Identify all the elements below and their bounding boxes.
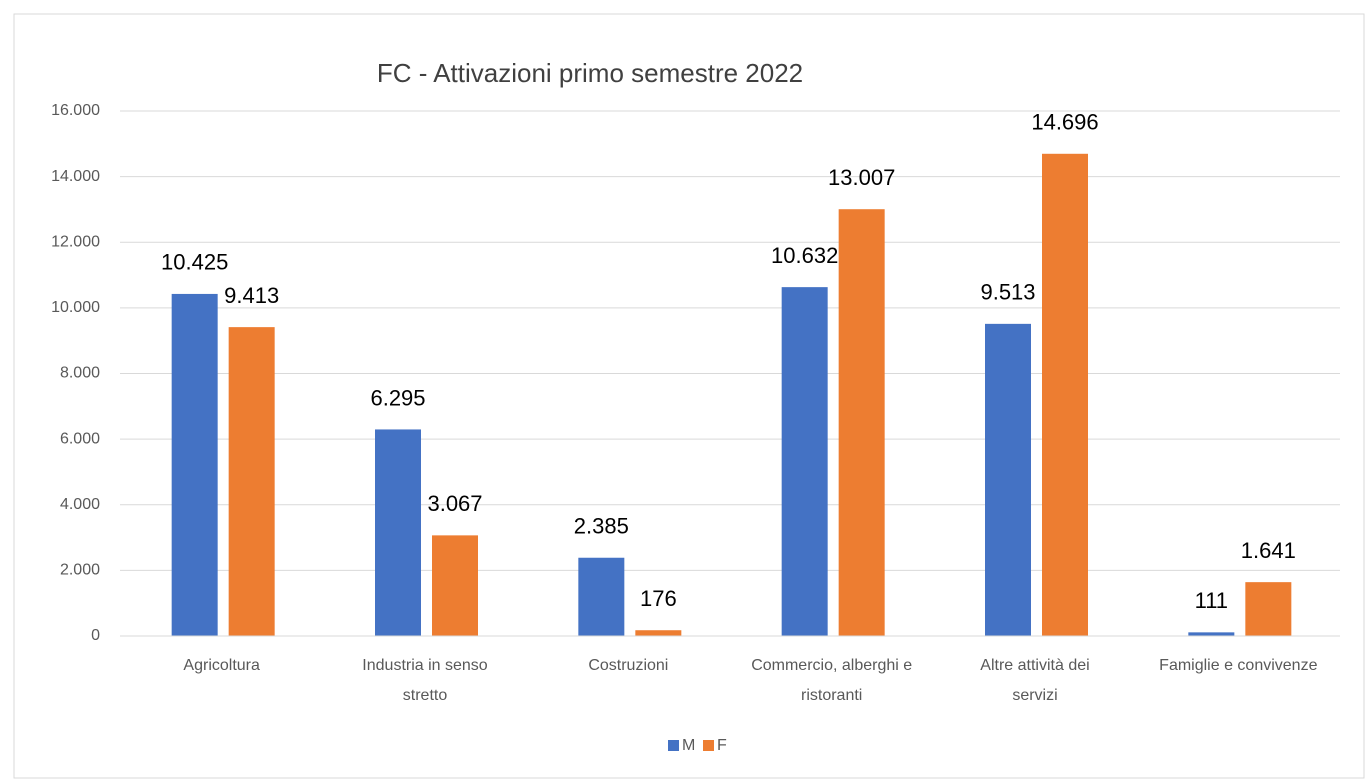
value-label: 9.413 [224,283,279,308]
legend-label: M [682,737,695,754]
x-tick-label: Commercio, alberghi e ristoranti [751,657,912,704]
bar [228,327,275,636]
bar [375,429,421,636]
y-tick-label: 12.000 [51,233,100,250]
y-tick-label: 6.000 [60,430,100,447]
y-tick-label: 14.000 [51,168,100,185]
y-tick-label: 0 [91,627,100,644]
value-label: 10.632 [771,243,838,268]
legend-label: F [717,737,727,754]
value-label: 111 [1195,588,1228,613]
x-tick-line: stretto [403,687,448,704]
x-tick-line: Industria in senso [362,657,488,674]
x-tick-label: Agricoltura [183,657,260,674]
bar [1042,153,1088,636]
x-tick-line: Altre attività dei [980,657,1089,674]
legend-swatch [703,740,714,751]
bar [985,323,1031,636]
value-label: 9.513 [980,280,1035,305]
x-tick-label: Costruzioni [588,657,668,674]
chart-title: FC - Attivazioni primo semestre 2022 [377,58,803,88]
value-label: 3.067 [427,491,482,516]
bar [1188,632,1235,636]
legend-swatch [668,740,679,751]
x-tick-label: Altre attività dei servizi [980,657,1089,704]
y-tick-label: 4.000 [60,496,100,513]
x-tick-label: Famiglie e convivenze [1159,657,1317,674]
value-label: 2.385 [574,514,629,539]
bar [171,293,218,636]
bar [1245,582,1292,636]
bar [635,630,682,636]
bar [781,287,828,636]
value-label: 13.007 [828,165,895,190]
y-tick-label: 8.000 [60,365,100,382]
value-label: 1.641 [1241,538,1296,563]
value-label: 176 [640,586,677,611]
bar [432,535,478,636]
bar [578,557,625,636]
x-tick-line: Commercio, alberghi e [751,657,912,674]
value-label: 14.696 [1031,110,1098,135]
x-tick-label: Industria in senso stretto [362,657,488,704]
value-label: 6.295 [370,385,425,410]
y-tick-label: 16.000 [51,102,100,119]
value-label: 10.425 [161,250,228,275]
x-tick-line: servizi [1012,687,1057,704]
y-tick-label: 2.000 [60,562,100,579]
x-tick-line: ristoranti [801,687,862,704]
bar [838,209,885,636]
y-tick-label: 10.000 [51,299,100,316]
